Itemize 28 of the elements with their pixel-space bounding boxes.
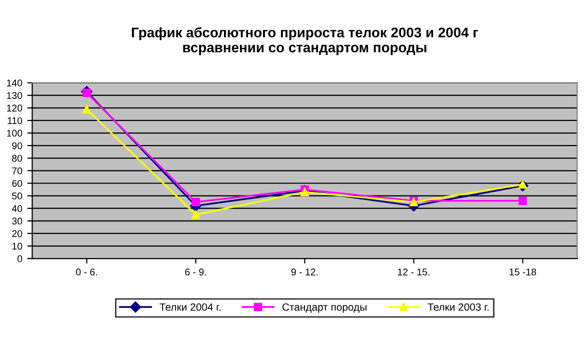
y-tick-label: 60 (12, 180, 22, 187)
legend-label: Стандарт породы (282, 303, 366, 313)
y-tick-label: 30 (12, 218, 22, 225)
chart-title: График абсолютного прироста телок 2003 и 2004 г всравнении со стандартом породы (132, 27, 478, 56)
y-tick-label: 130 (7, 92, 22, 99)
y-tick-label: 0 (17, 255, 22, 262)
y-tick-label: 90 (12, 142, 22, 150)
y-tick-label: 70 (12, 167, 22, 174)
x-tick-label: 9 - 12. (291, 268, 318, 276)
point (82, 105, 91, 114)
y-tick-label: 140 (7, 80, 22, 86)
y-tick-label: 50 (12, 192, 22, 200)
legend-label: Телки 2004 г. (160, 303, 221, 311)
y-tick-label: 40 (12, 205, 22, 212)
y-tick-label: 110 (8, 117, 22, 124)
x-tick-label: 12 - 15. (398, 268, 430, 276)
y-tick-label: 100 (7, 130, 22, 137)
y-tick-label: 80 (12, 154, 22, 162)
y-tick-label: 120 (7, 104, 22, 112)
point (192, 198, 200, 206)
point (518, 196, 527, 205)
point (192, 210, 200, 219)
legend-label: Телки 2003 г. (428, 303, 489, 311)
y-tick-label: 20 (12, 230, 22, 238)
x-tick-label: 6 - 9. (185, 268, 206, 276)
x-tick-label: 15 -18 (510, 268, 536, 276)
y-tick-label: 10 (12, 242, 22, 250)
x-tick-label: 0 - 6. (76, 268, 97, 276)
